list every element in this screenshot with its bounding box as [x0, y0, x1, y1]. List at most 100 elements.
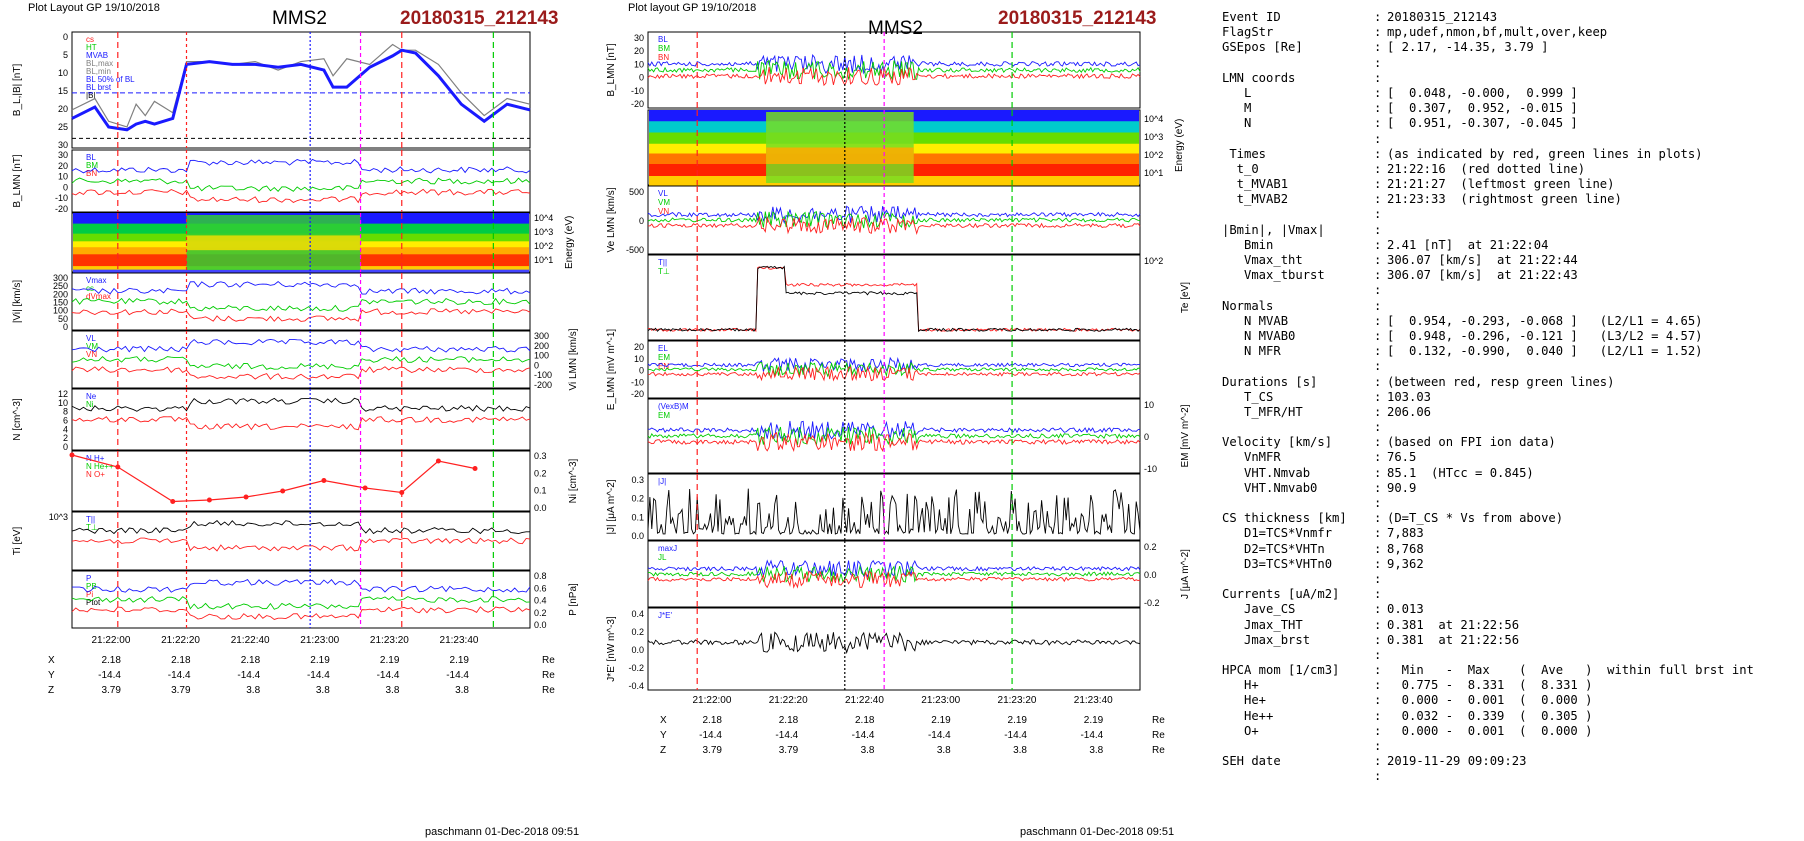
info-colon: : [1374, 237, 1382, 252]
info-colon: : [1374, 192, 1382, 207]
info-colon: : [1374, 116, 1382, 131]
legend-entry: T⊥ [86, 523, 98, 532]
position-value: 2.19 [1008, 715, 1028, 726]
time-tick-label: 21:23:40 [440, 635, 479, 646]
info-label: He++ [1222, 708, 1274, 723]
position-value: 3.8 [1013, 745, 1027, 756]
series-line [647, 54, 1141, 75]
tick-label: 0.0 [534, 503, 547, 513]
legend-entry: J*E' [658, 611, 672, 620]
info-line: Durations [s]: (between red, resp green l… [1222, 375, 1802, 390]
series-line [71, 519, 531, 535]
info-colon: : [1374, 328, 1382, 343]
tick-label: -0.2 [1144, 598, 1160, 608]
tick-label: 12 [58, 389, 68, 399]
tick-label: 20 [58, 104, 68, 114]
info-line: N MFR: [ 0.132, -0.990, 0.040 ] (L2/L1 = … [1222, 344, 1802, 359]
info-line: Vmax_tburst:306.07 [km/s] at 21:22:43 [1222, 268, 1802, 283]
info-label: VnMFR [1222, 450, 1281, 465]
tick-label: 0.1 [631, 512, 644, 522]
position-unit: Re [542, 685, 555, 696]
position-value: 3.8 [455, 685, 469, 696]
position-value: 2.18 [702, 715, 722, 726]
info-line: VHT.Nmvab:85.1 (HTcc = 0.845) [1222, 466, 1802, 481]
info-label: N [1222, 116, 1252, 131]
legend-entry: T|| [86, 515, 95, 524]
info-value: 76.5 [1387, 450, 1417, 465]
position-unit: Re [1152, 715, 1165, 726]
tick-label: -100 [534, 370, 552, 380]
position-value: 3.79 [101, 685, 121, 696]
legend-entry: cs [86, 284, 94, 293]
info-line: T_MFR/HT:206.06 [1222, 405, 1802, 420]
axis-label: |Vi| [km/s] [12, 280, 23, 324]
legend-entry: BM [86, 161, 98, 170]
info-value: (as indicated by red, green lines in plo… [1387, 146, 1703, 161]
legend-entry: T|| [658, 258, 667, 267]
series-line [71, 43, 531, 128]
position-value: -14.4 [237, 670, 260, 681]
panel-frame [647, 540, 1141, 608]
tick-label: 0.6 [534, 583, 547, 593]
info-value: 0.000 - 0.001 ( 0.000 ) [1387, 693, 1593, 708]
info-colon: : [1374, 708, 1382, 723]
axis-label: J [μA m^-2] [1180, 549, 1191, 599]
position-value: -14.4 [1080, 730, 1103, 741]
legend-entry: maxJ [658, 544, 677, 553]
series-line [647, 210, 1141, 230]
time-tick-label: 21:23:40 [1074, 695, 1113, 706]
axis-label: P [nPa] [568, 583, 579, 616]
tick-label: 20 [58, 161, 68, 171]
tick-label: -20 [631, 99, 644, 109]
info-label: |Bmin|, |Vmax| [1222, 222, 1325, 237]
info-value: 103.03 [1387, 389, 1432, 404]
panel-frame [71, 570, 531, 629]
info-line: t_0:21:22:16 (red dotted line) [1222, 162, 1802, 177]
legend-entry: BL,min [86, 67, 111, 76]
info-value: [ 0.048, -0.000, 0.999 ] [1387, 85, 1578, 100]
position-label: X [660, 715, 667, 726]
tick-label: 0 [639, 73, 644, 83]
info-line: L: [ 0.048, -0.000, 0.999 ] [1222, 86, 1802, 101]
data-point [280, 488, 286, 494]
left-layout-label: Plot Layout GP 19/10/2018 [28, 2, 160, 14]
position-value: -14.4 [168, 670, 191, 681]
position-label: X [48, 655, 55, 666]
legend-entry: P [86, 574, 91, 583]
info-colon: : [1374, 587, 1382, 602]
tick-label: 10^2 [1144, 256, 1163, 266]
tick-label: 0.3 [534, 451, 547, 461]
info-colon: : [1374, 25, 1382, 40]
info-line: : [1222, 132, 1802, 147]
series-line [71, 595, 531, 610]
panel-frame [71, 149, 531, 213]
tick-label: 30 [634, 33, 644, 43]
position-unit: Re [542, 670, 555, 681]
series-line [71, 158, 531, 174]
tick-label: 300 [53, 273, 68, 283]
info-value: 90.9 [1387, 480, 1417, 495]
series-line [647, 365, 1141, 382]
info-line: D2=TCS*VHTn:8,768 [1222, 542, 1802, 557]
time-tick-label: 21:23:00 [300, 635, 339, 646]
info-line: Jave_CS:0.013 [1222, 602, 1802, 617]
tick-label: 30 [58, 140, 68, 150]
info-value: [ 0.954, -0.293, -0.068 ] (L2/L1 = 4.65) [1387, 313, 1703, 328]
tick-label: 25 [58, 122, 68, 132]
info-line: D1=TCS*Vnmfr:7,883 [1222, 526, 1802, 541]
event-info-panel: Event ID:20180315_212143 FlagStr: mp,udef,… [1222, 10, 1802, 830]
axis-label: B_LMN [nT] [12, 154, 23, 208]
info-line: N MVAB: [ 0.954, -0.293, -0.068 ] (L2/L1 … [1222, 314, 1802, 329]
legend-entry: EM [658, 353, 670, 362]
info-label: GSEpos [Re] [1222, 40, 1303, 55]
time-tick-label: 21:22:20 [769, 695, 808, 706]
middle-spacecraft-title: MMS2 [868, 18, 923, 39]
data-point [206, 497, 212, 503]
info-line: : [1222, 207, 1802, 222]
middle-layout-label: Plot layout GP 19/10/2018 [628, 2, 757, 14]
series-line [647, 420, 1141, 440]
series-line [647, 488, 1141, 536]
info-line: VHT.Nmvab0:90.9 [1222, 481, 1802, 496]
position-value: -14.4 [775, 730, 798, 741]
legend-entry: Ni [86, 400, 94, 409]
